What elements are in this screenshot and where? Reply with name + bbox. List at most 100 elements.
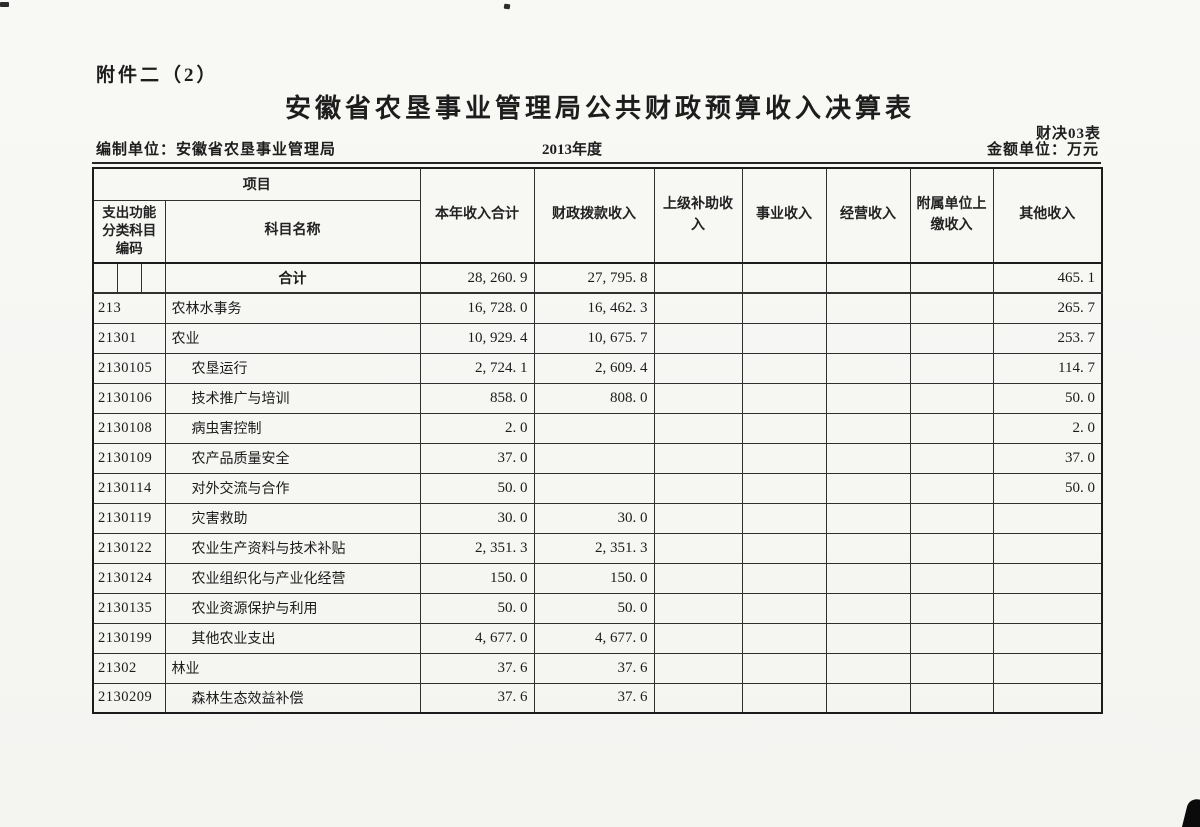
- row-other-revenue: [992, 622, 1103, 654]
- row-operational-revenue: [741, 682, 827, 714]
- row-subordinate-remittance: [909, 322, 994, 354]
- row-business-revenue: [825, 412, 911, 444]
- table-row: 2130122 农业生产资料与技术补贴 2, 351. 3 2, 351. 3: [92, 532, 1103, 564]
- row-function-code: 2130106: [92, 382, 166, 414]
- row-subordinate-remittance: [909, 412, 994, 444]
- row-total-revenue: 10, 929. 4: [419, 322, 535, 354]
- row-business-revenue: [825, 352, 911, 384]
- row-function-code: 21302: [92, 652, 166, 684]
- row-other-revenue: 465. 1: [992, 262, 1103, 294]
- row-function-code: 2130105: [92, 352, 166, 384]
- row-superior-subsidy: [653, 592, 743, 624]
- scan-artifact: [0, 2, 9, 7]
- row-business-revenue: [825, 592, 911, 624]
- prepared-by-label: 编制单位：安徽省农垦事业管理局: [96, 142, 337, 158]
- row-business-revenue: [825, 262, 911, 294]
- header-subordinate-remittance: 附属单位上缴收入: [909, 167, 994, 264]
- table-row: 2130105 农垦运行 2, 724. 1 2, 609. 4 114. 7: [92, 352, 1103, 384]
- header-function-code: 支出功能 分类科目 编码: [92, 199, 166, 264]
- row-operational-revenue: [741, 322, 827, 354]
- row-total-revenue: 28, 260. 9: [419, 262, 535, 294]
- row-other-revenue: [992, 682, 1103, 714]
- row-fiscal-appropriation: 37. 6: [533, 652, 655, 684]
- row-subordinate-remittance: [909, 532, 994, 564]
- row-subject-name: 农业生产资料与技术补贴: [164, 532, 421, 564]
- scan-artifact: [1181, 797, 1200, 827]
- row-total-revenue: 37. 0: [419, 442, 535, 474]
- row-subject-name: 对外交流与合作: [164, 472, 421, 504]
- row-fiscal-appropriation: 27, 795. 8: [533, 262, 655, 294]
- row-operational-revenue: [741, 622, 827, 654]
- scan-artifact: [503, 3, 511, 10]
- row-fiscal-appropriation: 30. 0: [533, 502, 655, 534]
- row-superior-subsidy: [653, 652, 743, 684]
- row-function-code: [92, 262, 166, 294]
- row-business-revenue: [825, 562, 911, 594]
- header-total-revenue: 本年收入合计: [419, 167, 535, 264]
- row-superior-subsidy: [653, 502, 743, 534]
- row-function-code: 2130124: [92, 562, 166, 594]
- row-operational-revenue: [741, 412, 827, 444]
- header-project: 项目: [92, 167, 421, 201]
- row-superior-subsidy: [653, 412, 743, 444]
- row-operational-revenue: [741, 652, 827, 684]
- row-other-revenue: 50. 0: [992, 472, 1103, 504]
- row-other-revenue: 50. 0: [992, 382, 1103, 414]
- row-subordinate-remittance: [909, 652, 994, 684]
- row-operational-revenue: [741, 592, 827, 624]
- row-subject-name: 林业: [164, 652, 421, 684]
- table-row: 2130109 农产品质量安全 37. 0 37. 0: [92, 442, 1103, 474]
- row-superior-subsidy: [653, 622, 743, 654]
- row-superior-subsidy: [653, 532, 743, 564]
- row-subject-name: 农业: [164, 322, 421, 354]
- attachment-label: 附件二（2）: [96, 65, 219, 86]
- row-total-revenue: 37. 6: [419, 652, 535, 684]
- table-row: 2130119 灾害救助 30. 0 30. 0: [92, 502, 1103, 534]
- row-fiscal-appropriation: 37. 6: [533, 682, 655, 714]
- page-title: 安徽省农垦事业管理局公共财政预算收入决算表: [284, 94, 915, 123]
- row-superior-subsidy: [653, 352, 743, 384]
- row-function-code: 2130209: [92, 682, 166, 714]
- row-business-revenue: [825, 442, 911, 474]
- row-subordinate-remittance: [909, 352, 994, 384]
- row-operational-revenue: [741, 352, 827, 384]
- row-operational-revenue: [741, 472, 827, 504]
- row-fiscal-appropriation: 4, 677. 0: [533, 622, 655, 654]
- row-operational-revenue: [741, 382, 827, 414]
- row-subordinate-remittance: [909, 592, 994, 624]
- row-operational-revenue: [741, 532, 827, 564]
- row-superior-subsidy: [653, 682, 743, 714]
- table-row: 合计 28, 260. 9 27, 795. 8 465. 1: [92, 262, 1103, 294]
- row-fiscal-appropriation: 2, 609. 4: [533, 352, 655, 384]
- row-other-revenue: [992, 652, 1103, 684]
- row-subordinate-remittance: [909, 442, 994, 474]
- row-superior-subsidy: [653, 472, 743, 504]
- row-fiscal-appropriation: 2, 351. 3: [533, 532, 655, 564]
- row-operational-revenue: [741, 562, 827, 594]
- row-total-revenue: 2. 0: [419, 412, 535, 444]
- row-other-revenue: [992, 502, 1103, 534]
- row-subject-name: 病虫害控制: [164, 412, 421, 444]
- row-other-revenue: 253. 7: [992, 322, 1103, 354]
- row-function-code: 213: [92, 292, 166, 324]
- row-fiscal-appropriation: 16, 462. 3: [533, 292, 655, 324]
- row-total-revenue: 2, 724. 1: [419, 352, 535, 384]
- table-row: 21301 农业 10, 929. 4 10, 675. 7 253. 7: [92, 322, 1103, 354]
- row-superior-subsidy: [653, 382, 743, 414]
- row-other-revenue: 265. 7: [992, 292, 1103, 324]
- row-subordinate-remittance: [909, 262, 994, 294]
- row-business-revenue: [825, 532, 911, 564]
- row-total-revenue: 50. 0: [419, 472, 535, 504]
- row-function-code: 2130135: [92, 592, 166, 624]
- row-business-revenue: [825, 652, 911, 684]
- row-total-revenue: 37. 6: [419, 682, 535, 714]
- form-code-label: 财决03表: [1035, 126, 1101, 142]
- row-fiscal-appropriation: [533, 412, 655, 444]
- row-superior-subsidy: [653, 442, 743, 474]
- row-business-revenue: [825, 382, 911, 414]
- row-function-code: 2130114: [92, 472, 166, 504]
- row-total-revenue: 30. 0: [419, 502, 535, 534]
- row-business-revenue: [825, 502, 911, 534]
- row-business-revenue: [825, 682, 911, 714]
- row-function-code: 2130199: [92, 622, 166, 654]
